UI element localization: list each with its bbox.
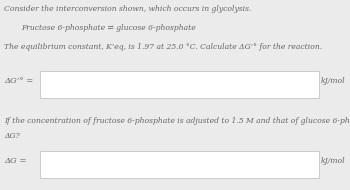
Text: Fructose 6-phosphate ⇌ glucose 6-phosphate: Fructose 6-phosphate ⇌ glucose 6-phospha… bbox=[21, 24, 196, 32]
Text: ΔG?: ΔG? bbox=[4, 132, 20, 140]
Text: kJ/mol: kJ/mol bbox=[321, 77, 346, 85]
FancyBboxPatch shape bbox=[40, 151, 318, 178]
Text: kJ/mol: kJ/mol bbox=[321, 157, 346, 165]
FancyBboxPatch shape bbox=[40, 71, 318, 98]
Text: ΔG =: ΔG = bbox=[4, 157, 27, 165]
Text: The equilibrium constant, K’eq, is 1.97 at 25.0 °C. Calculate ΔG’° for the react: The equilibrium constant, K’eq, is 1.97 … bbox=[4, 43, 322, 51]
Text: If the concentration of fructose 6-phosphate is adjusted to 1.5 M and that of gl: If the concentration of fructose 6-phosp… bbox=[4, 117, 350, 125]
Text: ΔG’° =: ΔG’° = bbox=[4, 77, 34, 85]
Text: Consider the interconversion shown, which occurs in glycolysis.: Consider the interconversion shown, whic… bbox=[4, 5, 252, 13]
